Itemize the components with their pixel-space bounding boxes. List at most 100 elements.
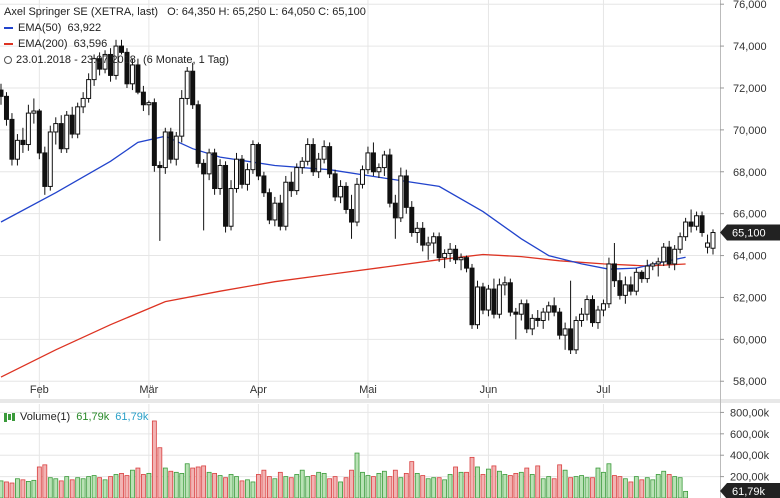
candle [633,268,639,296]
candle-body [102,53,108,70]
candle-body [0,89,4,97]
volume-bar [551,478,557,498]
volume-bar [86,476,92,498]
volume-bar [595,467,601,498]
candle [36,108,42,160]
candle [518,299,524,321]
volume-bar [283,476,289,498]
candle [146,100,152,116]
date-range-line: 23.01.2018 - 23.07.2018 (6 Monate, 1 Tag… [4,54,229,67]
candle [157,161,163,241]
candle [705,234,711,254]
candle [365,146,371,174]
candle-body [53,123,59,133]
candle-body [359,169,365,185]
volume-swatch-icon-3 [12,413,15,422]
candle [529,314,535,336]
volume-bar [507,475,513,498]
date-range-detail: (6 Monate, 1 Tag) [142,54,229,66]
candle-body [124,51,130,85]
candle [420,222,426,252]
volume-bar [151,420,157,498]
candle [64,111,70,153]
candle [370,142,376,176]
volume-bar [403,472,409,498]
volume-bar [58,480,64,498]
candle-body [118,45,124,53]
ema50-legend: EMA(50) 63,922 [4,22,101,35]
candle [672,245,678,271]
candle [557,307,563,340]
candle-body [9,118,15,160]
candle-body [349,208,355,223]
candle [349,194,355,239]
candle-body [584,299,590,315]
candle-body [683,221,689,238]
volume-bar [130,469,135,498]
volume-bar [655,474,661,498]
volume-bar [157,447,163,498]
volume-tick-label: 800,00k [730,407,770,419]
volume-bar [496,470,502,498]
candle [628,276,634,296]
candle [464,255,470,273]
candle-body [376,167,382,173]
month-tick-label: Mär [139,384,158,396]
candle-body [606,263,612,305]
volume-bar [272,478,278,498]
last-volume-label: 61,79k [732,486,766,498]
candle [650,261,656,271]
volume-bar [513,472,519,498]
candle-body [58,123,64,150]
candle-body [491,288,497,315]
candle [551,297,557,317]
candle-body [80,97,86,108]
candle-body [628,284,634,292]
volume-bar [524,467,530,498]
volume-bar [360,471,365,498]
last-volume-tag [720,483,780,498]
candle-body [310,144,316,173]
volume-bar [343,477,349,498]
candle-body [502,282,508,286]
ema50-swatch [4,27,13,30]
volume-bar [414,472,420,498]
candle [513,307,519,340]
candle-body [442,252,448,259]
volume-bar [36,466,42,498]
volume-bar [381,470,387,498]
candle-body [75,106,81,135]
candle-body [562,328,568,336]
volume-bar [486,468,491,498]
candle-body [370,152,376,173]
volume-bar [168,470,174,498]
candle [283,175,289,231]
candle [710,229,716,255]
candle-body [661,246,667,263]
volume-bar [97,477,102,498]
candle [573,316,579,355]
candle [622,276,628,304]
candle [140,85,146,112]
candle [376,163,382,179]
month-tick-label: Jun [480,384,498,396]
candle-body [666,246,672,265]
candle-body [140,91,146,106]
volume-bar [650,479,656,498]
volume-bar [179,472,185,498]
candle [58,115,64,153]
volume-legend: Volume(1) 61,79k 61,79k [4,411,148,423]
volume-bar [540,478,546,498]
candle-body [354,183,360,223]
candle-body [431,236,437,244]
candle-body [535,317,541,321]
candle-body [305,144,311,162]
candle-body [108,53,114,76]
candle [359,165,365,189]
candle [201,159,207,231]
ema200-value: 63,596 [73,38,108,50]
volume-bar [162,467,168,498]
candle [234,152,240,193]
candle-body [244,169,250,185]
